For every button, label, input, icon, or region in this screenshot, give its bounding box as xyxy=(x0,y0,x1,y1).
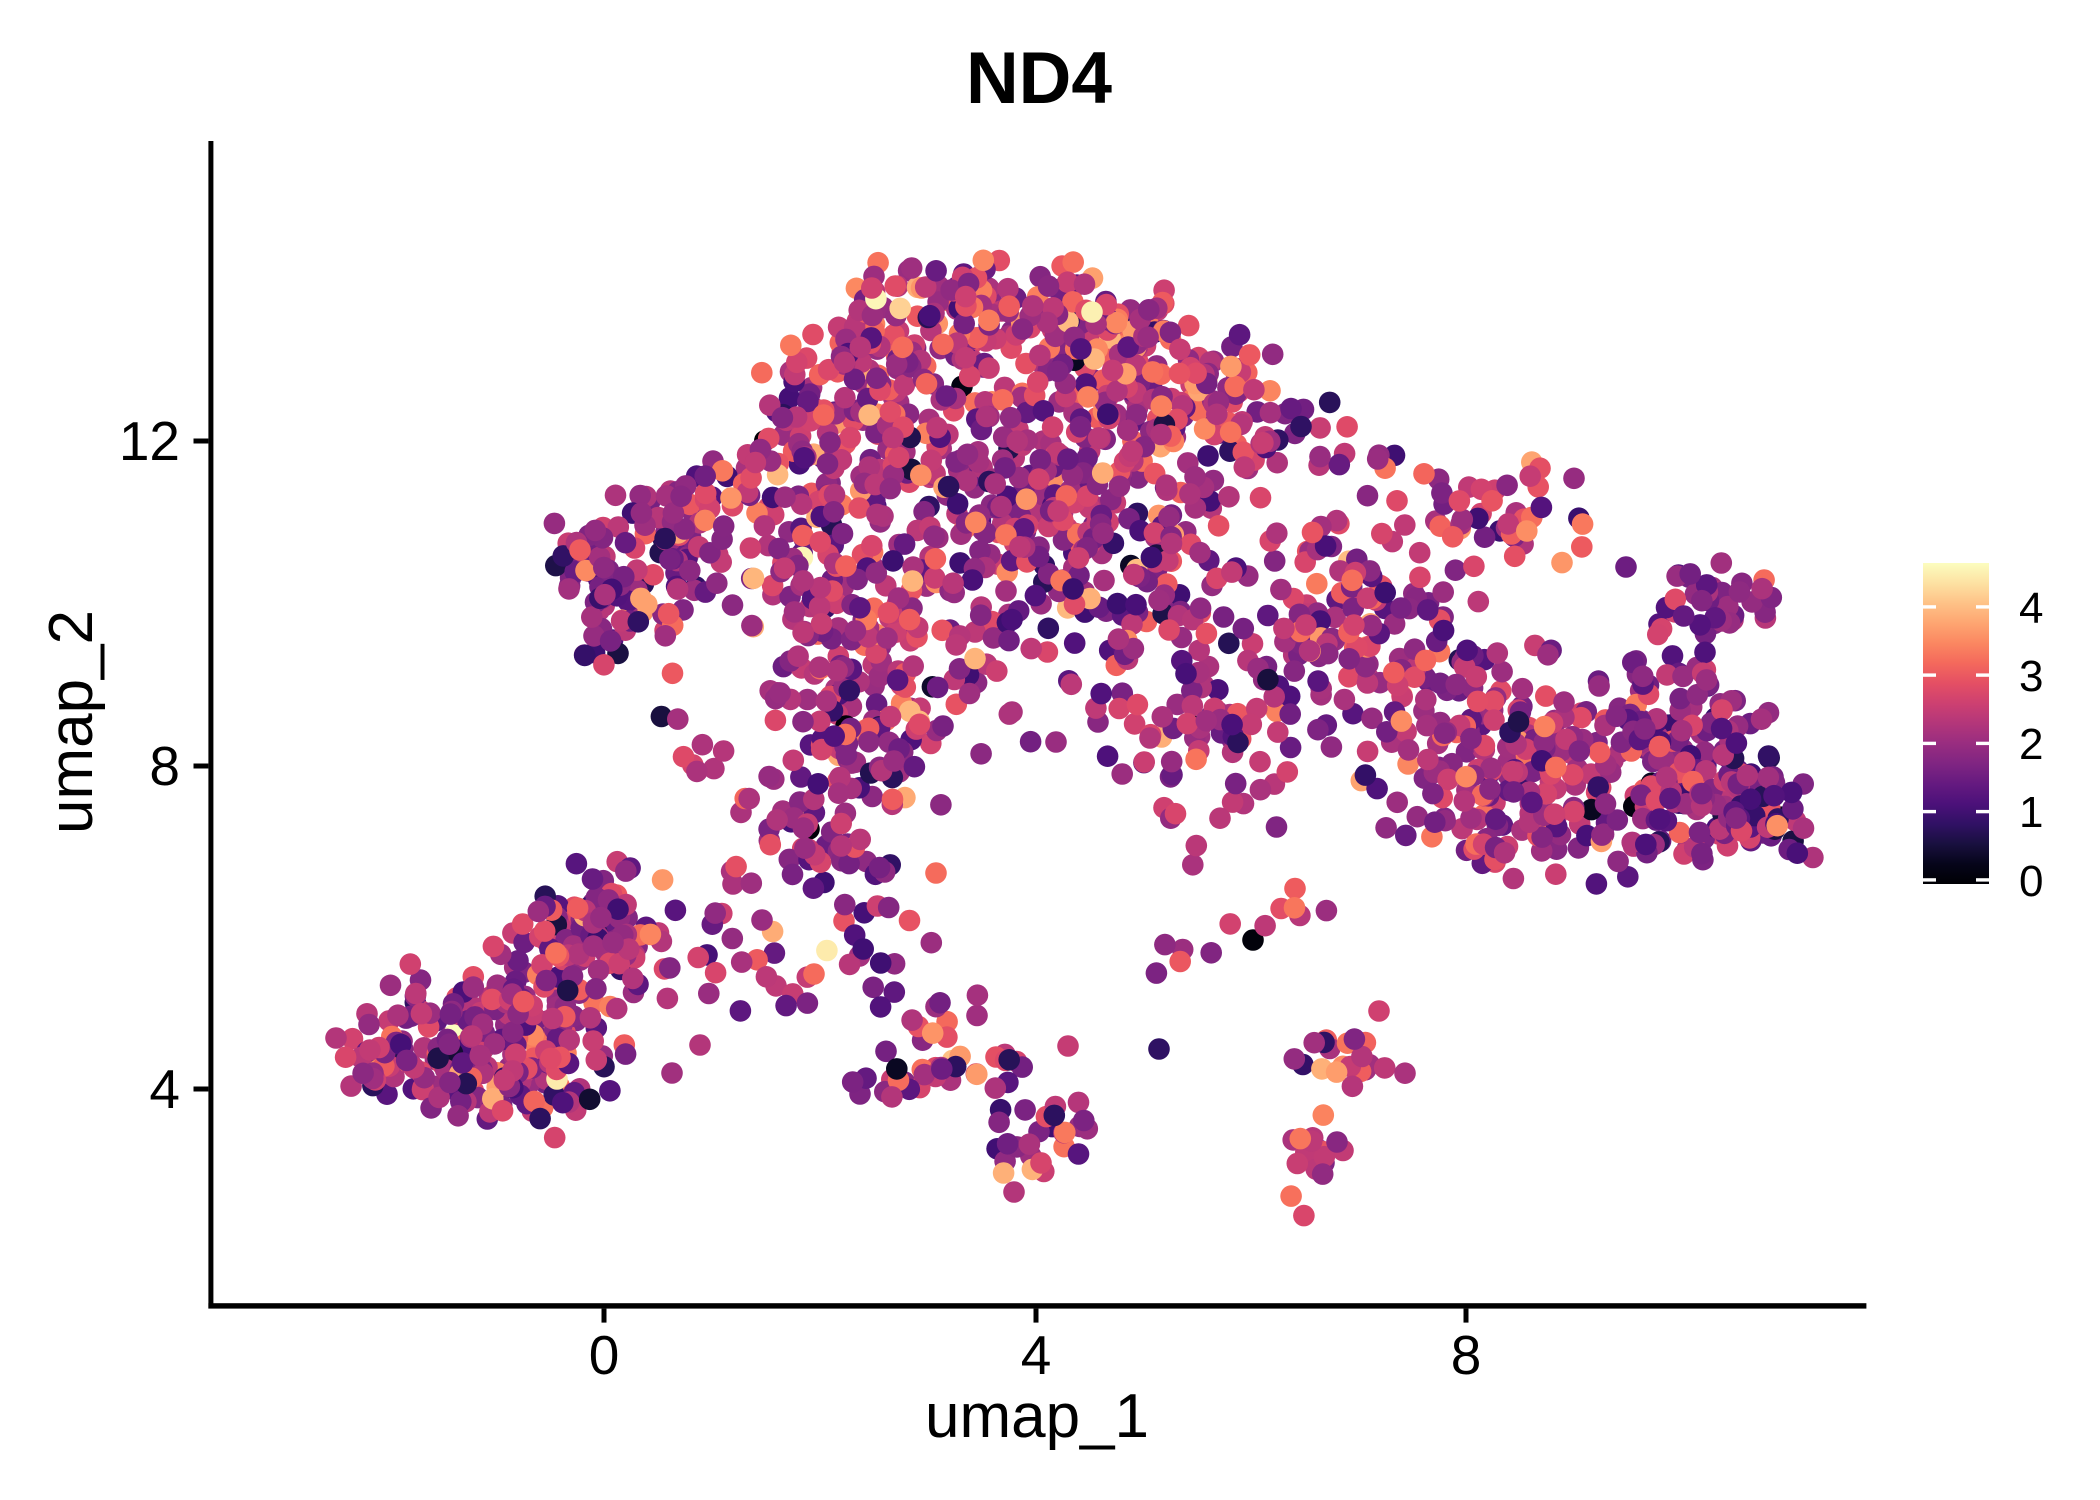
svg-text:0: 0 xyxy=(2019,857,2043,906)
svg-text:0: 0 xyxy=(589,1324,620,1386)
svg-text:2: 2 xyxy=(2019,720,2043,769)
svg-text:4: 4 xyxy=(1021,1324,1052,1386)
svg-text:ND4: ND4 xyxy=(966,38,1112,119)
svg-text:3: 3 xyxy=(2019,652,2043,701)
svg-text:4: 4 xyxy=(2019,584,2043,633)
svg-text:4: 4 xyxy=(149,1058,180,1120)
svg-text:8: 8 xyxy=(1451,1324,1482,1386)
svg-text:12: 12 xyxy=(119,410,180,472)
svg-text:umap_1: umap_1 xyxy=(925,1382,1149,1451)
svg-text:umap_2: umap_2 xyxy=(37,610,106,834)
svg-text:1: 1 xyxy=(2019,788,2043,837)
svg-text:8: 8 xyxy=(149,735,180,797)
